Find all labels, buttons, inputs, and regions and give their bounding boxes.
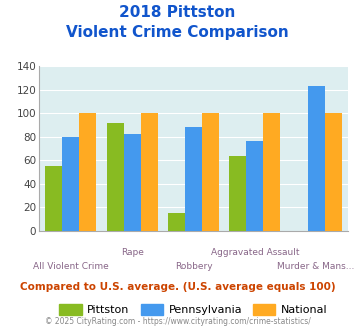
- Bar: [80, 113, 97, 231]
- Bar: [307, 86, 324, 231]
- Bar: [124, 134, 141, 231]
- Bar: [324, 113, 342, 231]
- Text: Violent Crime Comparison: Violent Crime Comparison: [66, 25, 289, 40]
- Text: Murder & Mans...: Murder & Mans...: [277, 262, 355, 271]
- Bar: [202, 113, 219, 231]
- Legend: Pittston, Pennsylvania, National: Pittston, Pennsylvania, National: [55, 299, 332, 319]
- Text: Compared to U.S. average. (U.S. average equals 100): Compared to U.S. average. (U.S. average …: [20, 282, 335, 292]
- Bar: [246, 142, 263, 231]
- Bar: [141, 113, 158, 231]
- Text: © 2025 CityRating.com - https://www.cityrating.com/crime-statistics/: © 2025 CityRating.com - https://www.city…: [45, 317, 310, 326]
- Text: All Violent Crime: All Violent Crime: [33, 262, 109, 271]
- Bar: [263, 113, 280, 231]
- Bar: [45, 166, 62, 231]
- Bar: [185, 127, 202, 231]
- Text: 2018 Pittston: 2018 Pittston: [119, 5, 236, 20]
- Bar: [106, 122, 124, 231]
- Text: Rape: Rape: [121, 248, 144, 257]
- Text: Robbery: Robbery: [175, 262, 212, 271]
- Bar: [229, 155, 246, 231]
- Bar: [62, 137, 80, 231]
- Text: Aggravated Assault: Aggravated Assault: [211, 248, 299, 257]
- Bar: [168, 213, 185, 231]
